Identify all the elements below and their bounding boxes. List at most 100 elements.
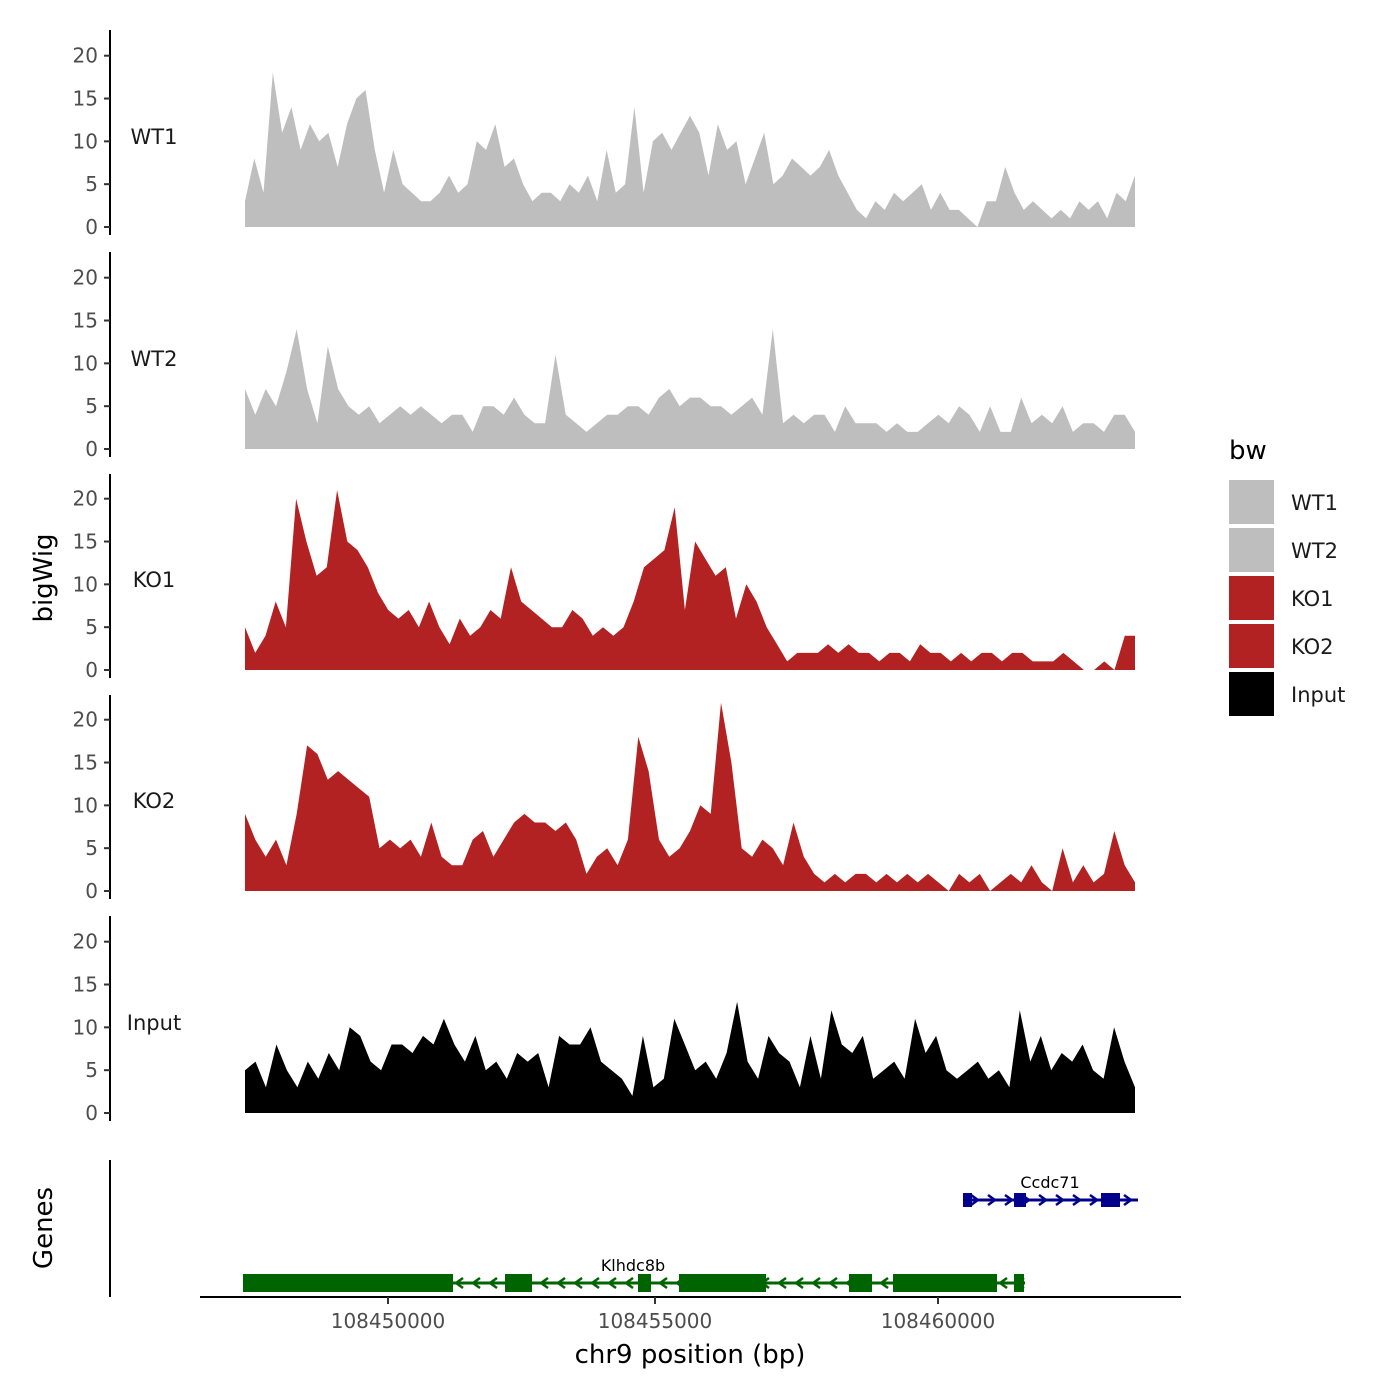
strand-arrow [1055,1193,1066,1207]
legend-key-input [1229,672,1274,716]
legend-key-wt2 [1229,528,1274,572]
legend-key-wt1 [1229,480,1274,524]
track-label: WT2 [131,347,178,371]
y-tick-label: 10 [73,1015,98,1039]
y-tick-label: 15 [73,973,98,997]
x-axis-title: chr9 position (bp) [575,1340,806,1370]
legend-label-wt1: WT1 [1291,491,1338,515]
x-tick-label: 108450000 [331,1309,446,1333]
y-tick-label: 10 [73,793,98,817]
strand-arrow [538,1276,549,1290]
y-tick-label: 20 [73,708,98,732]
gene-exon [963,1193,972,1207]
x-tick-label: 108460000 [881,1309,996,1333]
y-tick-label: 20 [73,44,98,68]
gene-exon [638,1274,651,1292]
gene-exon [1014,1274,1024,1292]
track-input: 0 5 10 15 20 Input [73,916,1135,1125]
y-tick-label: 15 [73,309,98,333]
strand-arrow [555,1276,566,1290]
strand-arrow [1123,1193,1134,1207]
track-label: WT1 [131,125,178,149]
strand-arrow [1072,1193,1083,1207]
strand-arrow [606,1276,617,1290]
y-tick-label: 10 [73,351,98,375]
strand-arrow [1004,1193,1015,1207]
y-tick-label: 0 [85,437,98,461]
signal-area-input [245,1001,1135,1113]
strand-arrow [970,1193,981,1207]
strand-arrow [453,1276,464,1290]
signal-area-ko1 [245,490,1135,670]
y-tick-label: 20 [73,930,98,954]
legend-key-ko2 [1229,624,1274,668]
y-tick-label: 10 [73,572,98,596]
legend-label-wt2: WT2 [1291,539,1338,563]
gene-exon [893,1274,997,1292]
y-tick-label: 5 [85,1058,98,1082]
legend: bw WT1 WT2 KO1 KO2 Input [1229,436,1345,716]
y-tick-label: 10 [73,129,98,153]
strand-arrow [827,1276,838,1290]
strand-arrow [657,1276,668,1290]
legend-label-ko2: KO2 [1291,635,1334,659]
legend-title: bw [1229,436,1267,466]
gene-ccdc71: Ccdc71 [963,1173,1138,1207]
strand-arrow [793,1276,804,1290]
y-tick-label: 0 [85,215,98,239]
signal-tracks: 0 5 10 15 20 WT1 0 5 10 15 20 WT2 0 5 10 15 20 KO1 0 5 10 15 2… [73,30,1135,1125]
y-tick-label: 15 [73,530,98,554]
strand-arrow [810,1276,821,1290]
signal-area-wt2 [245,329,1135,449]
y-axis-title: bigWig [29,533,59,622]
strand-arrow [487,1276,498,1290]
y-tick-label: 5 [85,394,98,418]
strand-arrow [1038,1193,1049,1207]
strand-arrow [623,1276,634,1290]
x-axis: 108450000 108455000 108460000 [200,1296,1181,1333]
signal-area-ko2 [245,702,1135,891]
strand-arrow [997,1276,1008,1290]
y-tick-label: 20 [73,487,98,511]
gene-label: Klhdc8b [601,1256,665,1275]
track-label: Input [127,1011,181,1035]
gene-track: Ccdc71 Klhdc8b [109,1160,1138,1297]
track-ko2: 0 5 10 15 20 KO2 [73,695,1135,903]
strand-arrow [589,1276,600,1290]
y-tick-label: 15 [73,751,98,775]
gene-exon [1014,1193,1026,1207]
strand-arrow [987,1193,998,1207]
y-tick-label: 5 [85,172,98,196]
y-tick-label: 20 [73,266,98,290]
gene-exon [849,1274,872,1292]
gene-exon [505,1274,532,1292]
genes-axis-title: Genes [29,1187,59,1269]
track-label: KO2 [133,789,176,813]
strand-arrow [572,1276,583,1290]
signal-area-wt1 [245,72,1135,227]
y-tick-label: 5 [85,836,98,860]
track-ko1: 0 5 10 15 20 KO1 [73,474,1135,682]
strand-arrow [470,1276,481,1290]
y-tick-label: 15 [73,87,98,111]
y-tick-label: 0 [85,1101,98,1125]
y-tick-label: 0 [85,879,98,903]
gene-exon [679,1274,766,1292]
legend-label-input: Input [1291,683,1345,707]
legend-label-ko1: KO1 [1291,587,1334,611]
y-tick-label: 5 [85,615,98,639]
track-label: KO1 [133,568,176,592]
track-wt1: 0 5 10 15 20 WT1 [73,30,1135,239]
y-tick-label: 0 [85,658,98,682]
strand-arrow [878,1276,889,1290]
strand-arrow [1089,1193,1100,1207]
gene-exon [243,1274,453,1292]
track-wt2: 0 5 10 15 20 WT2 [73,252,1135,461]
gene-exon [1101,1193,1120,1207]
strand-arrow [776,1276,787,1290]
x-tick-label: 108455000 [598,1309,713,1333]
gene-klhdc8b: Klhdc8b [243,1256,1025,1292]
gene-label: Ccdc71 [1020,1173,1079,1192]
legend-key-ko1 [1229,576,1274,620]
